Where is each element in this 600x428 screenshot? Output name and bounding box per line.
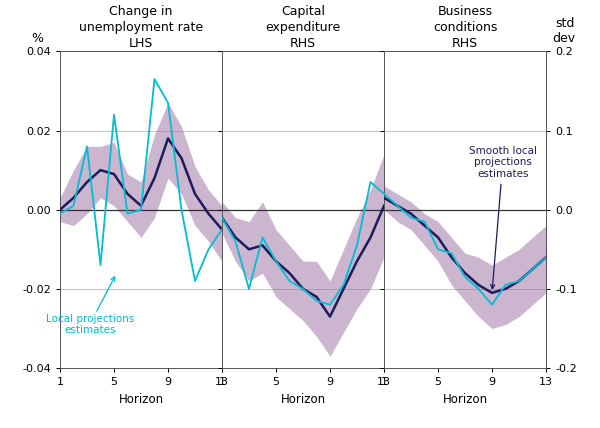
Text: std
dev: std dev <box>552 17 575 45</box>
Title: Change in
unemployment rate
LHS: Change in unemployment rate LHS <box>79 5 203 50</box>
X-axis label: Horizon: Horizon <box>118 392 164 406</box>
Text: Smooth local
projections
estimates: Smooth local projections estimates <box>469 146 537 289</box>
Title: Capital
expenditure
RHS: Capital expenditure RHS <box>265 5 341 50</box>
X-axis label: Horizon: Horizon <box>280 392 326 406</box>
Title: Business
conditions
RHS: Business conditions RHS <box>433 5 497 50</box>
Text: Local projections
estimates: Local projections estimates <box>46 277 134 335</box>
X-axis label: Horizon: Horizon <box>442 392 488 406</box>
Text: %: % <box>31 32 43 45</box>
